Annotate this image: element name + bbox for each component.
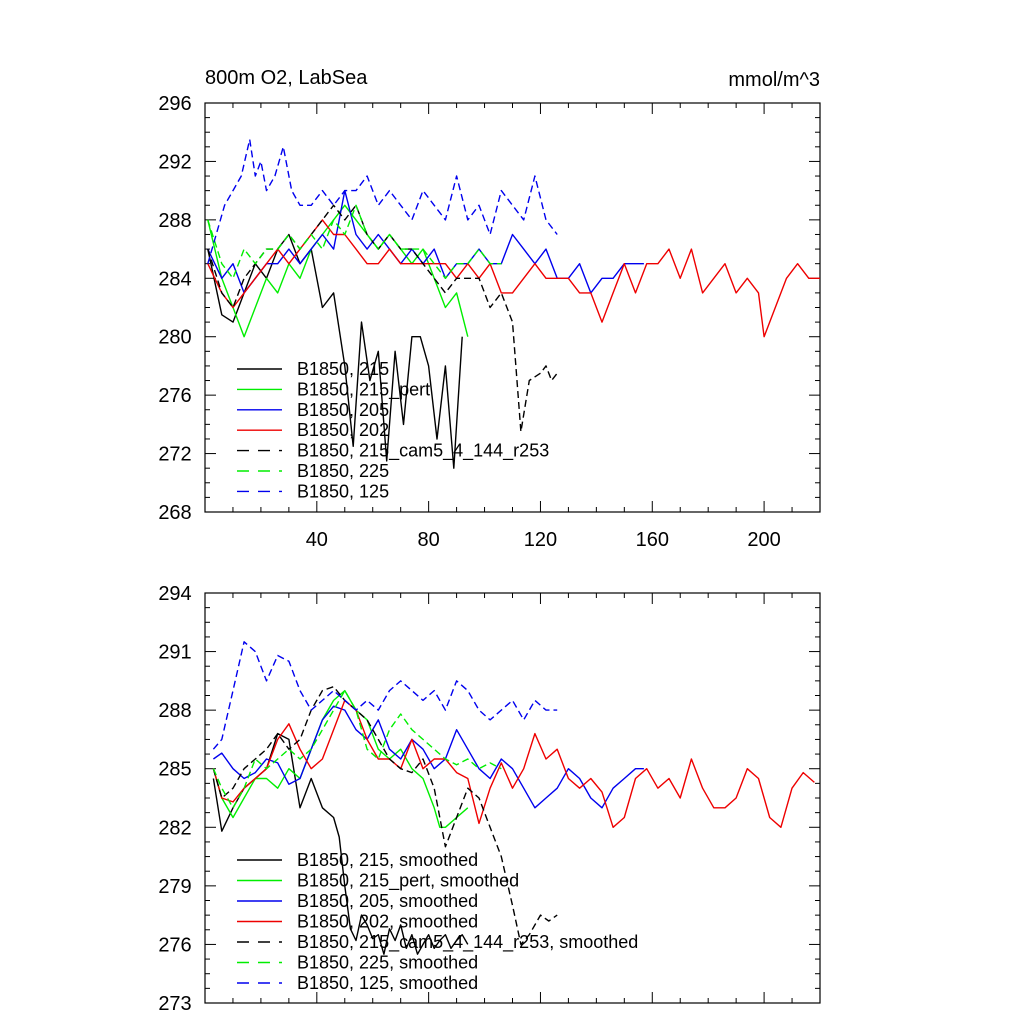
- chart-units: mmol/m^3: [728, 69, 820, 91]
- legend-label: B1850, 215: [297, 359, 389, 379]
- y-tick-label: 291: [158, 642, 191, 664]
- y-tick-label: 296: [158, 93, 191, 115]
- legend-label: B1850, 202: [297, 420, 389, 440]
- y-tick-label: 288: [158, 210, 191, 232]
- legend-label: B1850, 215_cam5_4_144_r253: [297, 441, 549, 462]
- x-tick-label: 160: [636, 529, 669, 551]
- series-lines: [212, 641, 815, 955]
- y-tick-label: 282: [158, 817, 191, 839]
- legend-label: B1850, 125, smoothed: [297, 973, 478, 993]
- y-tick-label: 294: [158, 583, 191, 605]
- legend-label: B1850, 202, smoothed: [297, 912, 478, 932]
- x-tick-label: 200: [747, 529, 780, 551]
- series-line-7: [207, 138, 558, 264]
- legend-label: B1850, 215, smoothed: [297, 850, 478, 870]
- legend-label: B1850, 125: [297, 481, 389, 501]
- y-tick-label: 284: [158, 268, 191, 290]
- series-line-3: [212, 705, 644, 809]
- series-line-3: [207, 189, 644, 294]
- x-tick-label: 40: [306, 529, 328, 551]
- series-line-1: [212, 732, 469, 955]
- series-line-6: [212, 689, 502, 809]
- series-lines: [207, 138, 820, 469]
- chart-title: 800m O2, LabSea: [205, 67, 368, 89]
- series-line-1: [207, 233, 463, 469]
- x-tick-label: 120: [524, 529, 557, 551]
- panel-2: 273 276 279 282 285 288 291 294 B1850, 215, smoo…: [158, 583, 821, 1015]
- legend-label: B1850, 225: [297, 461, 389, 481]
- y-tick-label: 292: [158, 151, 191, 173]
- legend-label: B1850, 215_cam5_4_144_r253, smoothed: [297, 932, 638, 953]
- x-tick-label: 80: [418, 529, 440, 551]
- y-tick-label: 280: [158, 327, 191, 349]
- y-tick-label: 276: [158, 385, 191, 407]
- legend-label: B1850, 205: [297, 400, 389, 420]
- axis-ticks: [205, 592, 820, 1004]
- legend-label: B1850, 215_pert: [297, 379, 430, 400]
- series-line-7: [212, 641, 558, 750]
- y-tick-label: 276: [158, 934, 191, 956]
- panel-1: 268 272 276 280 284 288 292 296 40 80 120 160 200 B18…: [158, 93, 821, 551]
- y-tick-label: 272: [158, 444, 191, 466]
- y-tick-label: 285: [158, 759, 191, 781]
- legend-label: B1850, 205, smoothed: [297, 891, 478, 911]
- series-line-4: [212, 699, 815, 828]
- y-tick-label: 268: [158, 502, 191, 524]
- series-line-5: [212, 686, 558, 946]
- y-tick-label: 273: [158, 993, 191, 1015]
- axis-ticks: [205, 102, 820, 513]
- y-tick-label: 279: [158, 876, 191, 898]
- series-line-6: [207, 204, 502, 279]
- legend-label: B1850, 225, smoothed: [297, 953, 478, 973]
- legend-label: B1850, 215_pert, smoothed: [297, 871, 519, 892]
- y-tick-label: 288: [158, 700, 191, 722]
